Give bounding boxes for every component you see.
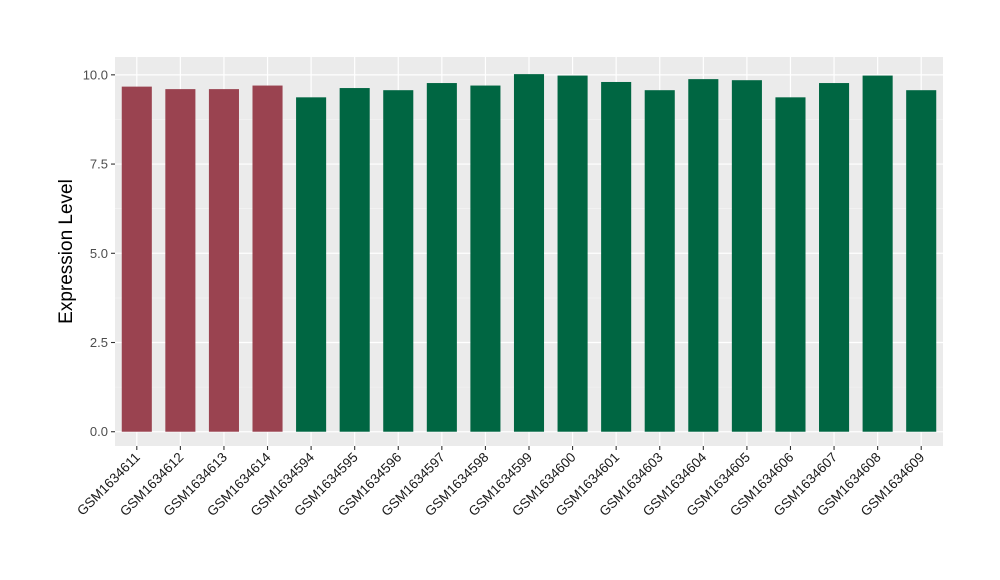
y-tick-label: 2.5 [90, 335, 108, 350]
bar-GSM1634603 [644, 90, 675, 432]
bar-GSM1634600 [557, 75, 588, 432]
bar-GSM1634614 [252, 85, 283, 432]
bar-GSM1634596 [383, 90, 414, 432]
y-tick-label: 0.0 [90, 424, 108, 439]
y-tick-label: 5.0 [90, 246, 108, 261]
bar-GSM1634599 [513, 74, 545, 432]
bars [121, 74, 937, 432]
y-tick-label: 10.0 [83, 67, 108, 82]
y-axis: 0.0 2.5 5.0 7.5 10.0 [83, 67, 115, 439]
bar-GSM1634605 [731, 80, 762, 432]
bar-GSM1634601 [601, 81, 632, 432]
bar-GSM1634595 [339, 88, 370, 432]
x-axis: GSM1634611GSM1634612GSM1634613GSM1634614… [74, 446, 927, 519]
bar-GSM1634609 [906, 90, 937, 432]
bar-GSM1634612 [165, 89, 196, 432]
bar-GSM1634607 [819, 83, 850, 432]
bar-GSM1634604 [688, 79, 719, 432]
y-tick-label: 7.5 [90, 157, 108, 172]
bar-GSM1634597 [426, 83, 457, 432]
bar-GSM1634598 [470, 85, 501, 432]
bar-GSM1634594 [296, 97, 327, 432]
bar-GSM1634611 [121, 86, 152, 432]
bar-GSM1634608 [862, 75, 893, 432]
bar-GSM1634606 [775, 97, 806, 432]
y-axis-title: Expression Level [56, 179, 77, 324]
bar-GSM1634613 [208, 89, 239, 432]
